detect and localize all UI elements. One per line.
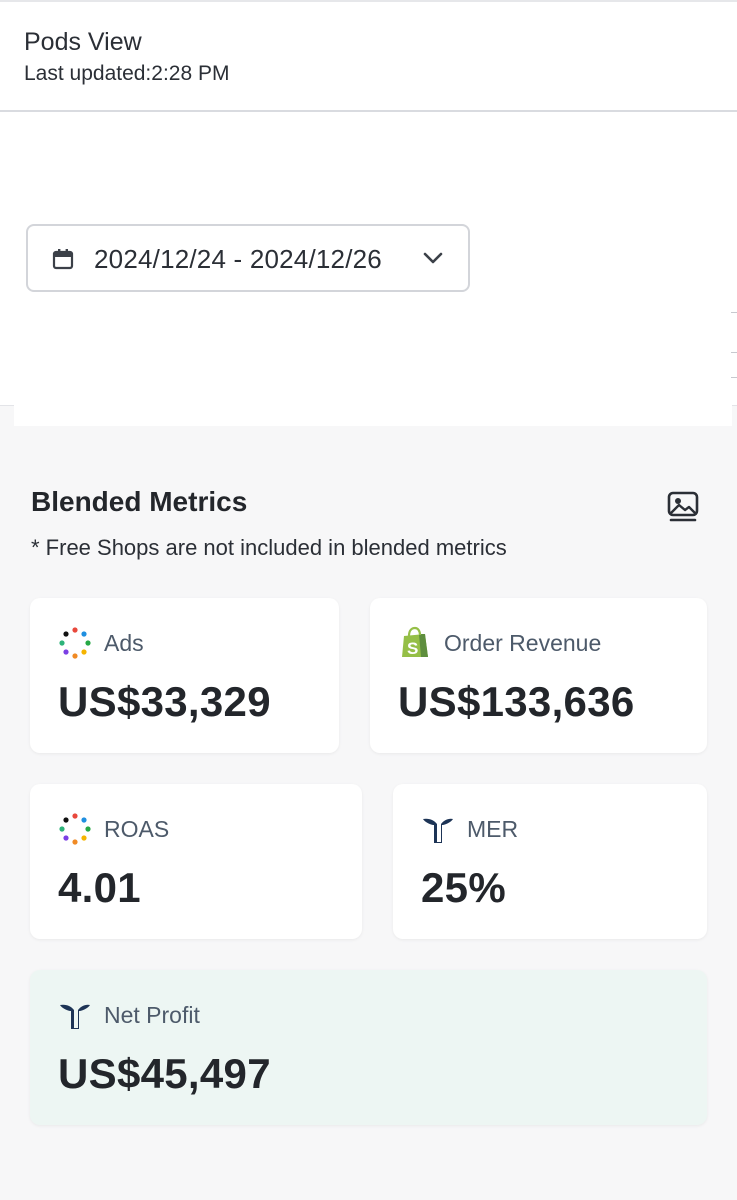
ads-card[interactable]: Ads US$33,329 <box>30 598 339 753</box>
mer-card[interactable]: MER 25% <box>393 784 707 939</box>
mer-value: 25% <box>421 864 506 911</box>
roas-card[interactable]: ROAS 4.01 <box>30 784 362 939</box>
chevron-down-icon <box>423 252 443 264</box>
top-header: Pods View Last updated:2:28 PM <box>0 0 737 112</box>
blended-metrics-title: Blended Metrics <box>31 486 248 517</box>
brand-t-icon <box>60 1004 90 1029</box>
date-range-picker[interactable]: 2024/12/24 - 2024/12/26 <box>26 224 470 292</box>
net-profit-value: US$45,497 <box>58 1050 271 1097</box>
brand-t-icon <box>423 818 453 843</box>
mer-label: MER <box>467 815 519 842</box>
order-revenue-value: US$133,636 <box>398 678 635 725</box>
roas-value: 4.01 <box>58 864 141 911</box>
calendar-icon <box>52 249 74 270</box>
roas-label: ROAS <box>104 815 170 842</box>
page-title: Pods View <box>24 28 142 56</box>
ads-dots-icon <box>59 627 91 659</box>
order-revenue-label: Order Revenue <box>444 629 602 656</box>
date-range-value: 2024/12/24 - 2024/12/26 <box>94 244 382 274</box>
blended-metrics-note: * Free Shops are not included in blended… <box>31 535 507 560</box>
shopify-bag-icon: S <box>402 626 428 658</box>
last-updated-text: Last updated:2:28 PM <box>24 62 230 85</box>
ads-dots-icon <box>59 813 91 845</box>
net-profit-card[interactable]: Net Profit US$45,497 <box>30 970 707 1125</box>
order-revenue-card[interactable]: S Order Revenue US$133,636 <box>370 598 707 753</box>
edge-divider <box>731 312 737 378</box>
image-view-icon[interactable] <box>666 490 700 524</box>
svg-text:S: S <box>407 639 418 658</box>
net-profit-label: Net Profit <box>104 1001 200 1028</box>
ads-label: Ads <box>104 629 144 656</box>
ads-value: US$33,329 <box>58 678 271 725</box>
